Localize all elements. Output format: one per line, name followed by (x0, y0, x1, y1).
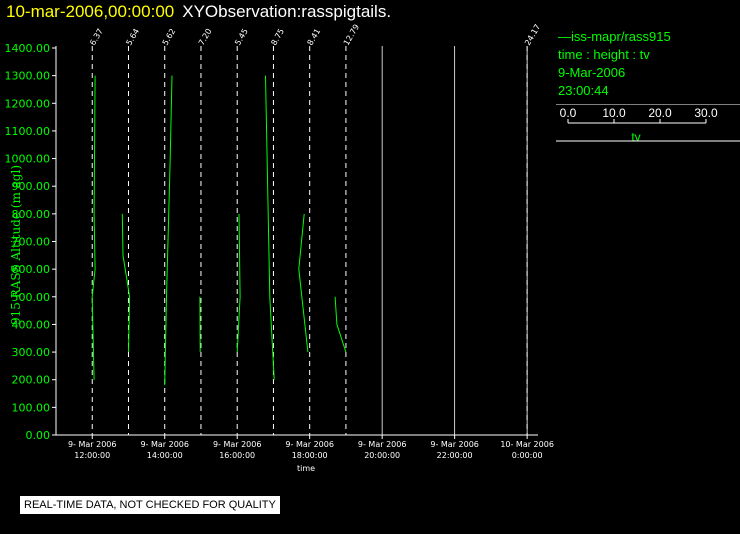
legend-scale-tick-label: 10.0 (602, 106, 626, 120)
y-tick-label: 800.00 (12, 208, 51, 221)
x-tick-label-date: 9- Mar 2006 (430, 440, 479, 449)
profile-max-label: 5.62 (161, 27, 178, 47)
x-tick-label-date: 9- Mar 2006 (140, 440, 189, 449)
y-tick-label: 100.00 (12, 401, 51, 414)
title-observation: XYObservation:rasspigtails. (182, 2, 392, 21)
legend-scale-ticks: 0.0 10.0 20.0 30.0 (560, 106, 718, 123)
y-tick-label: 1400.00 (5, 42, 51, 55)
x-axis-label: time (297, 464, 315, 473)
x-tick-label-time: 0:00:00 (512, 451, 543, 460)
profile-max-label: 5.64 (124, 27, 141, 47)
x-tick-label-time: 22:00:00 (437, 451, 473, 460)
legend-time: 23:00:44 (558, 83, 609, 98)
y-tick-label: 500.00 (12, 291, 51, 304)
legend: —iss-mapr/rass915 time : height : tv 9-M… (556, 28, 740, 100)
axes: 0.00 100.00 200.00 300.00 400.00 500.00 600.00… (5, 42, 554, 460)
legend-series: —iss-mapr/rass915 (558, 29, 671, 44)
title-datetime: 10-mar-2006,00:00:00 (6, 2, 175, 21)
profile-lines (91, 75, 347, 386)
x-tick-label-time: 20:00:00 (364, 451, 400, 460)
y-tick-label: 900.00 (12, 180, 51, 193)
chart-title: 10-mar-2006,00:00:00 XYObservation:rasspi… (6, 2, 391, 22)
x-tick-label-time: 16:00:00 (219, 451, 255, 460)
y-tick-label: 200.00 (12, 374, 51, 387)
profile-max-label: 5.45 (233, 27, 250, 47)
y-tick-label: 1100.00 (5, 125, 51, 138)
x-tick-label-date: 9- Mar 2006 (68, 440, 117, 449)
profile-line (265, 75, 275, 380)
y-tick-label: 1200.00 (5, 97, 51, 110)
y-tick-label: 300.00 (12, 346, 51, 359)
legend-date: 9-Mar-2006 (558, 65, 626, 80)
profile-max-label: 8.41 (306, 27, 323, 47)
profile-max-label: 12.79 (342, 23, 361, 47)
legend-scale-tick-label: 30.0 (694, 106, 718, 120)
y-axis-label: 915 RASS Altitude (m agl) (9, 165, 23, 325)
legend-scale-tick-label: 0.0 (560, 106, 577, 120)
x-tick-label-date: 10- Mar 2006 (500, 440, 554, 449)
profile-line (91, 75, 96, 380)
x-tick-label-time: 18:00:00 (292, 451, 328, 460)
quality-disclaimer: REAL-TIME DATA, NOT CHECKED FOR QUALITY (20, 496, 280, 514)
x-tick-label-time: 14:00:00 (147, 451, 183, 460)
y-tick-label: 0.00 (26, 429, 51, 442)
profile-line (298, 213, 309, 353)
x-tick-label-date: 9- Mar 2006 (285, 440, 334, 449)
profile-line (121, 213, 131, 353)
y-tick-label: 700.00 (12, 236, 51, 249)
y-tick-label: 1300.00 (5, 70, 51, 83)
legend-scale: 0.0 10.0 20.0 30.0 tv (556, 104, 740, 144)
legend-scale-tick-label: 20.0 (648, 106, 672, 120)
profile-max-label: 6.37 (88, 27, 105, 47)
legend-series-name: iss-mapr/rass915 (571, 29, 671, 44)
y-tick-label: 400.00 (12, 318, 51, 331)
profile-line (164, 75, 173, 386)
y-tick-label: 600.00 (12, 263, 51, 276)
profile-max-label: 7.20 (197, 27, 214, 47)
x-tick-label-date: 9- Mar 2006 (358, 440, 407, 449)
profile-max-label: 24.17 (523, 23, 542, 47)
legend-vars: time : height : tv (558, 47, 650, 62)
profile-max-label: 8.75 (269, 27, 286, 47)
y-tick-label: 1000.00 (5, 153, 51, 166)
x-tick-label-date: 9- Mar 2006 (213, 440, 262, 449)
profile-line (334, 296, 347, 353)
profile-line (236, 213, 241, 353)
grid-lines: 6.37 5.64 5.62 7.20 5.45 8.75 8.41 12.79 24.17 (88, 23, 542, 435)
x-tick-label-time: 12:00:00 (74, 451, 110, 460)
legend-scale-label: tv (631, 130, 640, 144)
